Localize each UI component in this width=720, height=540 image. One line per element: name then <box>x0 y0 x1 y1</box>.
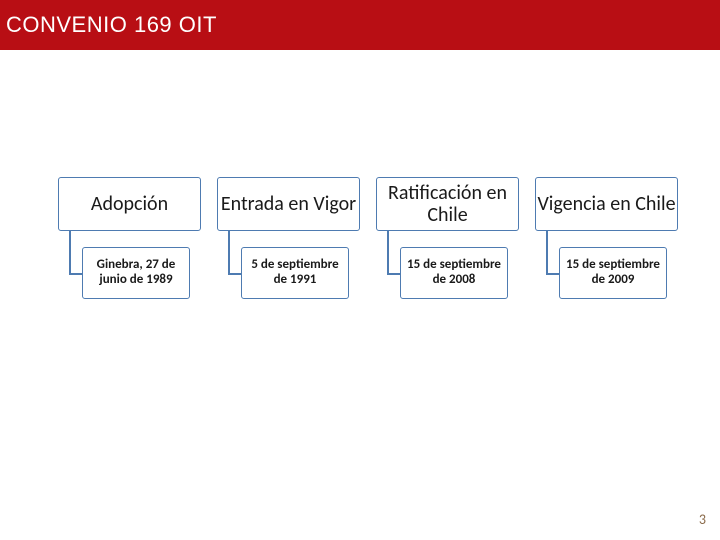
timeline-columns: Adopción Ginebra, 27 de junio de 1989 Entr… <box>58 177 678 299</box>
connector-line <box>228 231 242 275</box>
timeline-column: Vigencia en Chile 15 de septiembre de 200… <box>535 177 678 299</box>
column-detail-box: 15 de septiembre de 2009 <box>559 247 667 299</box>
timeline-column: Adopción Ginebra, 27 de junio de 1989 <box>58 177 201 299</box>
title-bar: CONVENIO 169 OIT <box>0 0 720 50</box>
column-detail-box: Ginebra, 27 de junio de 1989 <box>82 247 190 299</box>
connector-line <box>546 231 560 275</box>
column-header-box: Vigencia en Chile <box>535 177 678 231</box>
column-detail-box: 5 de septiembre de 1991 <box>241 247 349 299</box>
column-header-box: Ratificación en Chile <box>376 177 519 231</box>
connector-line <box>69 231 83 275</box>
column-detail-box: 15 de septiembre de 2008 <box>400 247 508 299</box>
page-number: 3 <box>699 511 706 528</box>
column-header-box: Entrada en Vigor <box>217 177 360 231</box>
connector-line <box>387 231 401 275</box>
slide: CONVENIO 169 OIT Adopción Ginebra, 27 de … <box>0 0 720 540</box>
column-header-box: Adopción <box>58 177 201 231</box>
timeline-column: Entrada en Vigor 5 de septiembre de 1991 <box>217 177 360 299</box>
slide-title: CONVENIO 169 OIT <box>6 12 217 38</box>
timeline-column: Ratificación en Chile 15 de septiembre de… <box>376 177 519 299</box>
